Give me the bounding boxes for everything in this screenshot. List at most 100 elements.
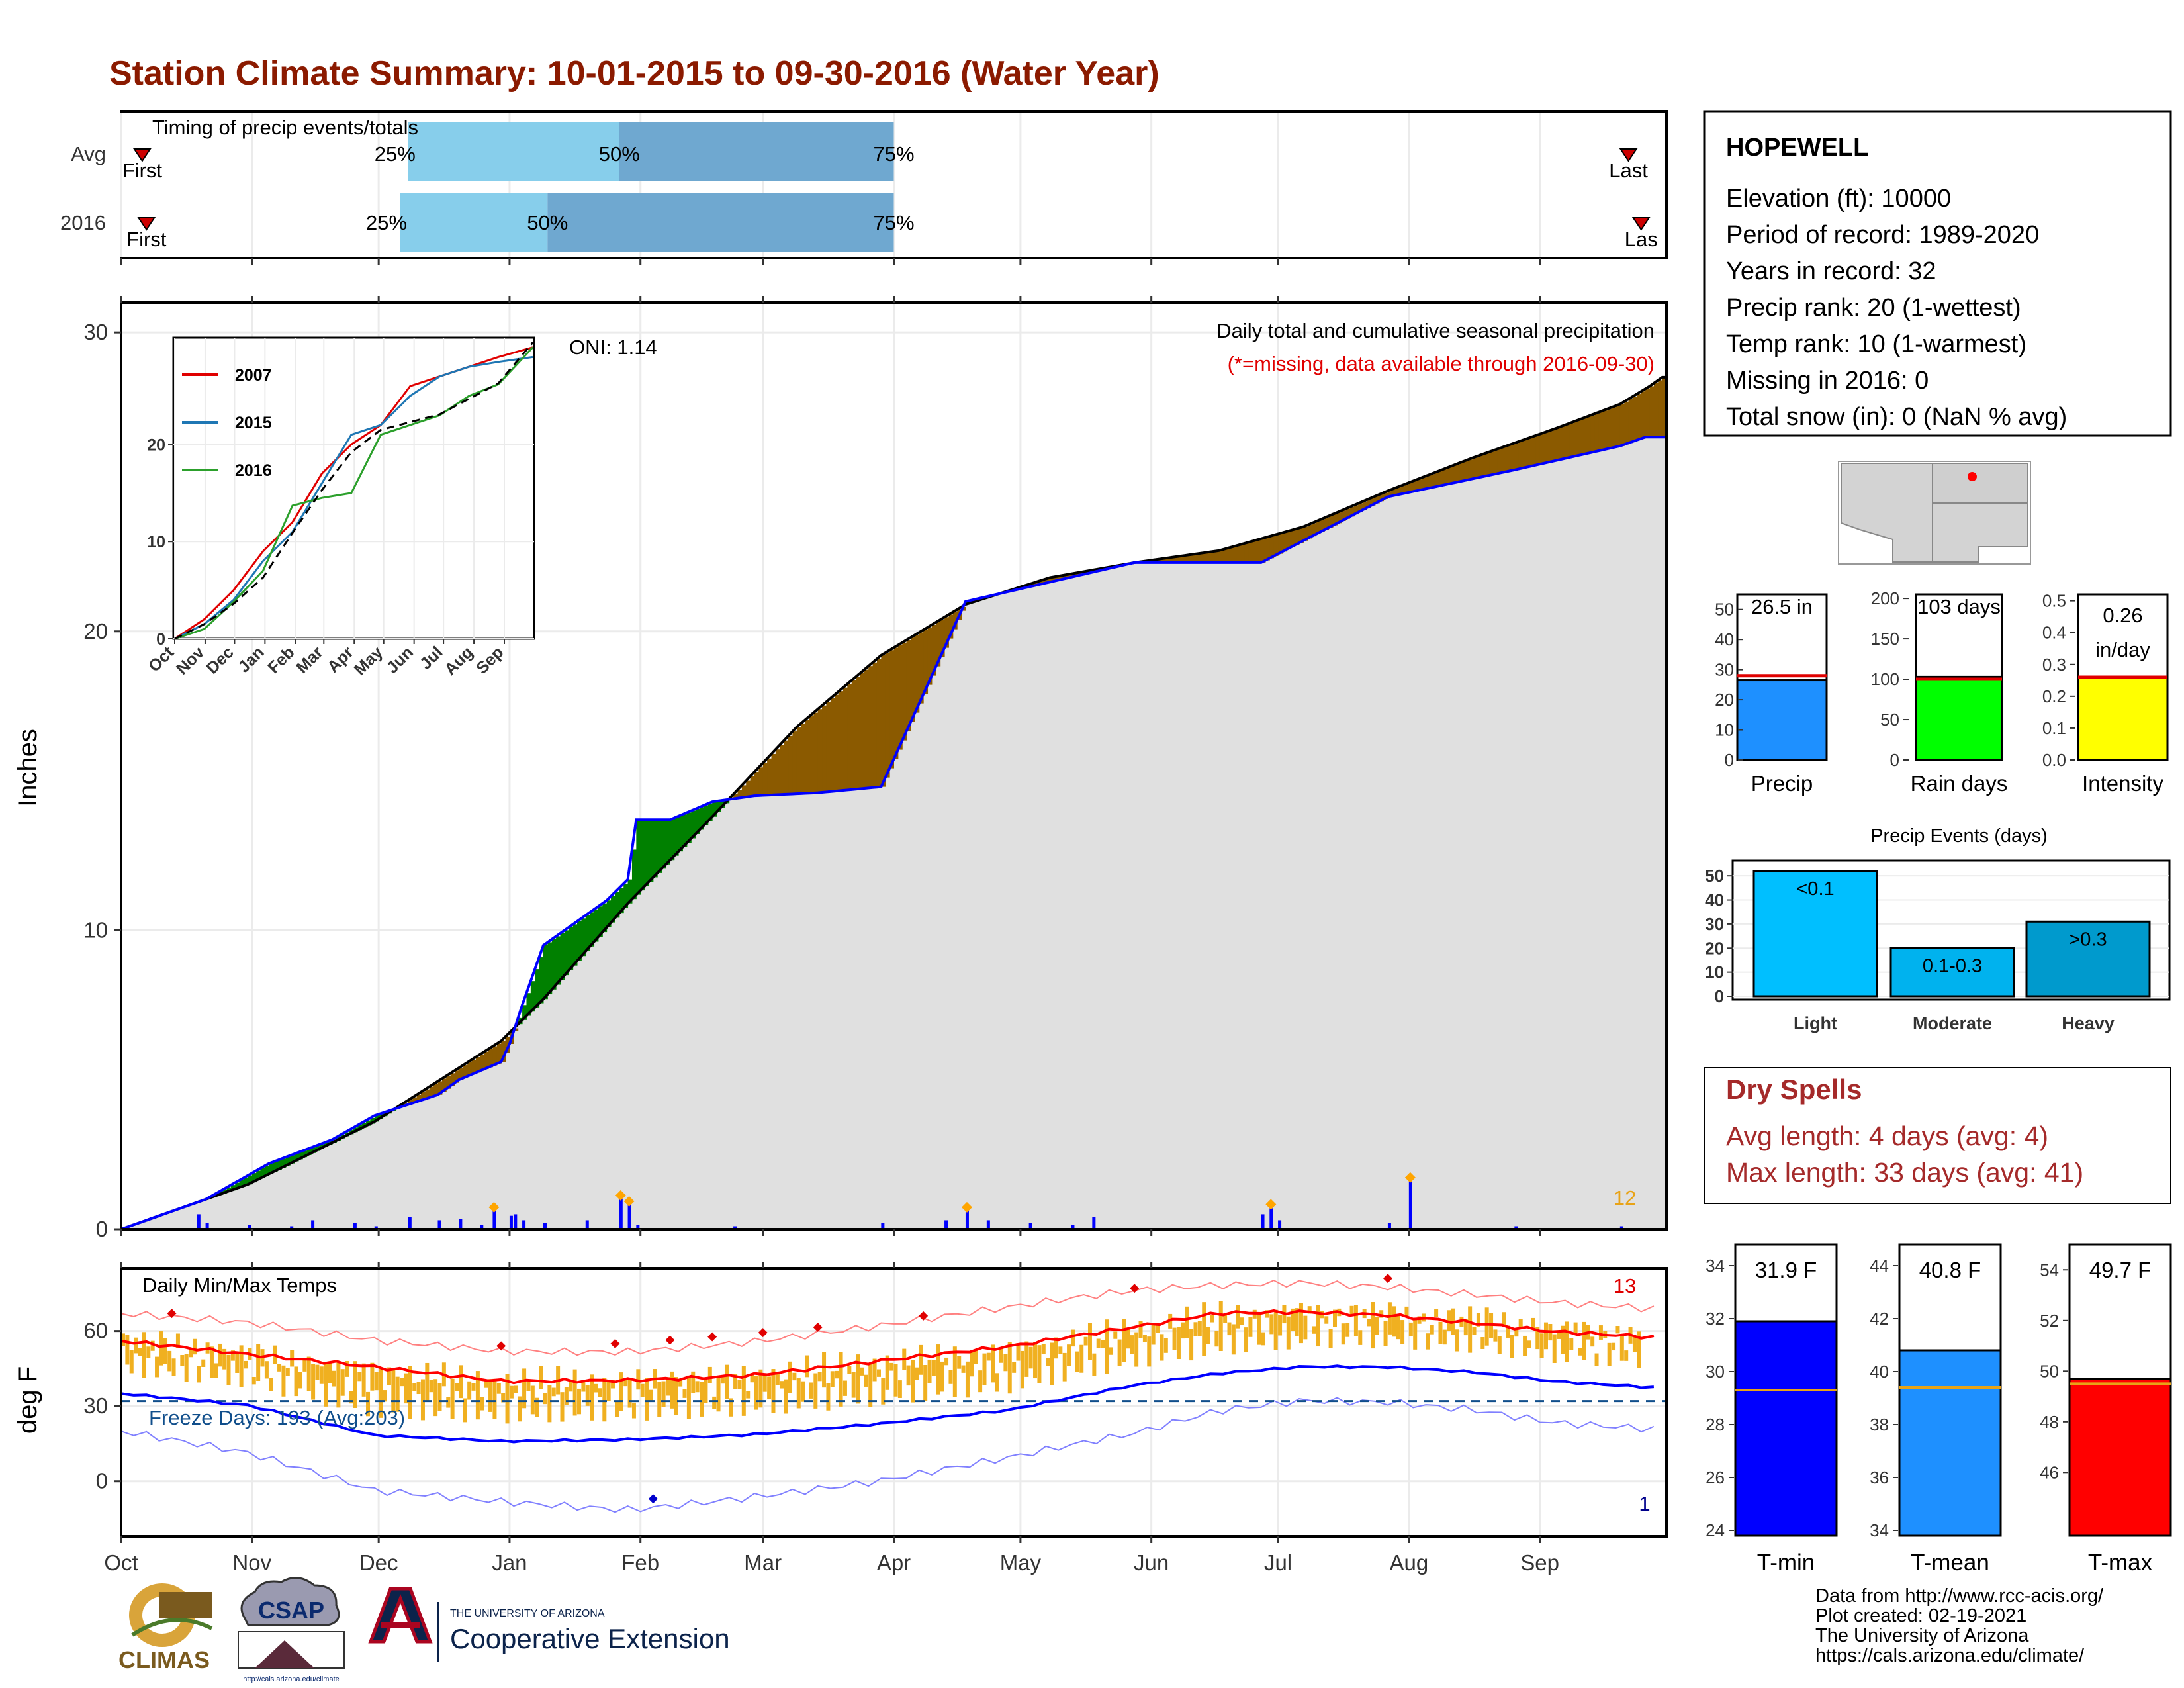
daily-temp-range — [1468, 1306, 1473, 1353]
daily-temp-range — [1417, 1316, 1422, 1324]
daily-temp-range — [627, 1377, 632, 1408]
daily-temp-range — [572, 1369, 577, 1416]
summary-y-tick-label: 150 — [1871, 629, 1899, 649]
daily-temp-range — [670, 1371, 674, 1409]
cumulative-diff-bar — [277, 1160, 282, 1170]
cumulative-diff-bar — [758, 767, 764, 796]
cumulative-diff-bar — [598, 906, 603, 937]
temp-caption: Daily Min/Max Temps — [142, 1274, 337, 1297]
daily-temp-range — [1096, 1338, 1101, 1348]
cumulative-diff-bar — [547, 942, 553, 995]
month-label: May — [1000, 1550, 1042, 1575]
daily-temp-range — [636, 1369, 641, 1390]
cumulative-diff-bar — [1181, 555, 1186, 563]
daily-temp-range — [311, 1364, 316, 1400]
daily-temp-range — [631, 1402, 636, 1419]
cumulative-diff-bar — [488, 1049, 493, 1068]
daily-temp-range — [374, 1372, 379, 1391]
timing-caption: Timing of precip events/totals — [152, 116, 418, 139]
daily-temp-range — [1447, 1310, 1451, 1331]
daily-temp-range — [1054, 1337, 1058, 1359]
cumulative-diff-bar — [1307, 525, 1312, 539]
oni-label: ONI: 1.14 — [569, 336, 657, 359]
cumulative-diff-bar — [1510, 444, 1515, 471]
cumulative-diff-bar — [801, 723, 806, 794]
cumulative-diff-bar — [716, 801, 721, 812]
daily-temp-range — [991, 1344, 995, 1383]
daily-temp-range — [1523, 1335, 1527, 1356]
daily-temp-range — [822, 1352, 827, 1388]
cumulative-diff-bar — [1578, 420, 1582, 456]
daily-temp-range — [1472, 1327, 1477, 1335]
daily-temp-range — [872, 1358, 877, 1382]
summary-bar-intensity — [2077, 676, 2169, 761]
cumulative-diff-bar — [1367, 500, 1371, 508]
timing-bar-q2 — [619, 122, 894, 181]
cumulative-diff-bar — [623, 883, 629, 908]
daily-temp-range — [167, 1350, 172, 1372]
daily-temp-range — [285, 1368, 290, 1376]
cumulative-diff-bar — [551, 939, 557, 990]
summary-y-tick-label: 0.4 — [2042, 623, 2066, 643]
cumulative-diff-bar — [539, 957, 544, 1004]
temp-y-tick-label: 32 — [1706, 1309, 1725, 1329]
cumulative-diff-bar — [619, 888, 624, 914]
cumulative-diff-bar — [530, 981, 535, 1012]
daily-temp-range — [1197, 1321, 1202, 1336]
events-y-tick-label: 0 — [1715, 986, 1724, 1006]
daily-temp-range — [729, 1398, 733, 1417]
avg-max-line — [120, 1309, 1655, 1385]
cumulative-diff-bar — [1248, 542, 1253, 563]
daily-precip-bar — [881, 1223, 885, 1229]
cumulative-diff-bar — [269, 1163, 274, 1174]
temp-value-label: 40.8 F — [1919, 1258, 1981, 1282]
daily-temp-range — [598, 1388, 602, 1397]
inset-y-tick-label: 20 — [147, 436, 165, 454]
cumulative-diff-bar — [919, 632, 924, 704]
cumulative-diff-bar — [1535, 435, 1541, 465]
cumulative-diff-bar — [1628, 399, 1633, 444]
daily-temp-range — [1298, 1303, 1303, 1344]
cumulative-diff-bar — [876, 659, 882, 788]
freeze-days-label: Freeze Days: 193 (Avg:203) — [149, 1406, 405, 1429]
daily-temp-range — [1240, 1317, 1244, 1325]
dry-spells-avg: Avg length: 4 days (avg: 4) — [1726, 1121, 2048, 1151]
daily-temp-range — [707, 1366, 712, 1383]
summary-bar-label: Rain days — [1911, 771, 2008, 796]
daily-temp-range — [129, 1350, 134, 1374]
daily-temp-range — [484, 1380, 488, 1388]
daily-temp-range — [1012, 1362, 1017, 1373]
daily-temp-range — [1582, 1321, 1586, 1360]
daily-temp-range — [1160, 1334, 1164, 1361]
daily-temp-range — [209, 1346, 214, 1378]
dry-spells-max: Max length: 33 days (avg: 41) — [1726, 1157, 2083, 1188]
cumulative-diff-bar — [370, 1118, 375, 1124]
daily-temp-range — [496, 1383, 501, 1394]
cumulative-diff-bar — [1353, 505, 1359, 515]
daily-temp-range — [235, 1353, 240, 1373]
avg-cumulative-line — [120, 375, 1666, 1231]
station-years: Years in record: 32 — [1726, 258, 1936, 285]
cumulative-diff-bar — [940, 620, 945, 657]
cumulative-diff-bar — [682, 814, 688, 847]
daily-temp-range — [847, 1366, 852, 1374]
daily-temp-range — [1278, 1315, 1283, 1336]
daily-temp-range — [792, 1372, 797, 1381]
daily-temp-range — [1003, 1354, 1008, 1372]
cumulative-diff-bar — [264, 1166, 269, 1176]
cumulative-diff-bar — [1396, 487, 1401, 495]
daily-temp-range — [155, 1356, 159, 1378]
cumulative-diff-bar — [897, 645, 903, 750]
daily-temp-range — [712, 1396, 717, 1409]
record-high-marker — [707, 1332, 717, 1342]
month-label: Mar — [744, 1550, 782, 1575]
cumulative-diff-bar — [1658, 380, 1663, 438]
daily-precip-bar — [290, 1226, 294, 1229]
y-tick-label: 0 — [96, 1469, 108, 1493]
daily-temp-range — [226, 1354, 231, 1385]
cumulative-diff-bar — [1362, 501, 1367, 510]
daily-temp-range — [251, 1376, 256, 1385]
y-tick-label: 0 — [96, 1217, 108, 1241]
cumulative-diff-bar — [881, 655, 886, 787]
daily-temp-range — [1506, 1325, 1510, 1338]
